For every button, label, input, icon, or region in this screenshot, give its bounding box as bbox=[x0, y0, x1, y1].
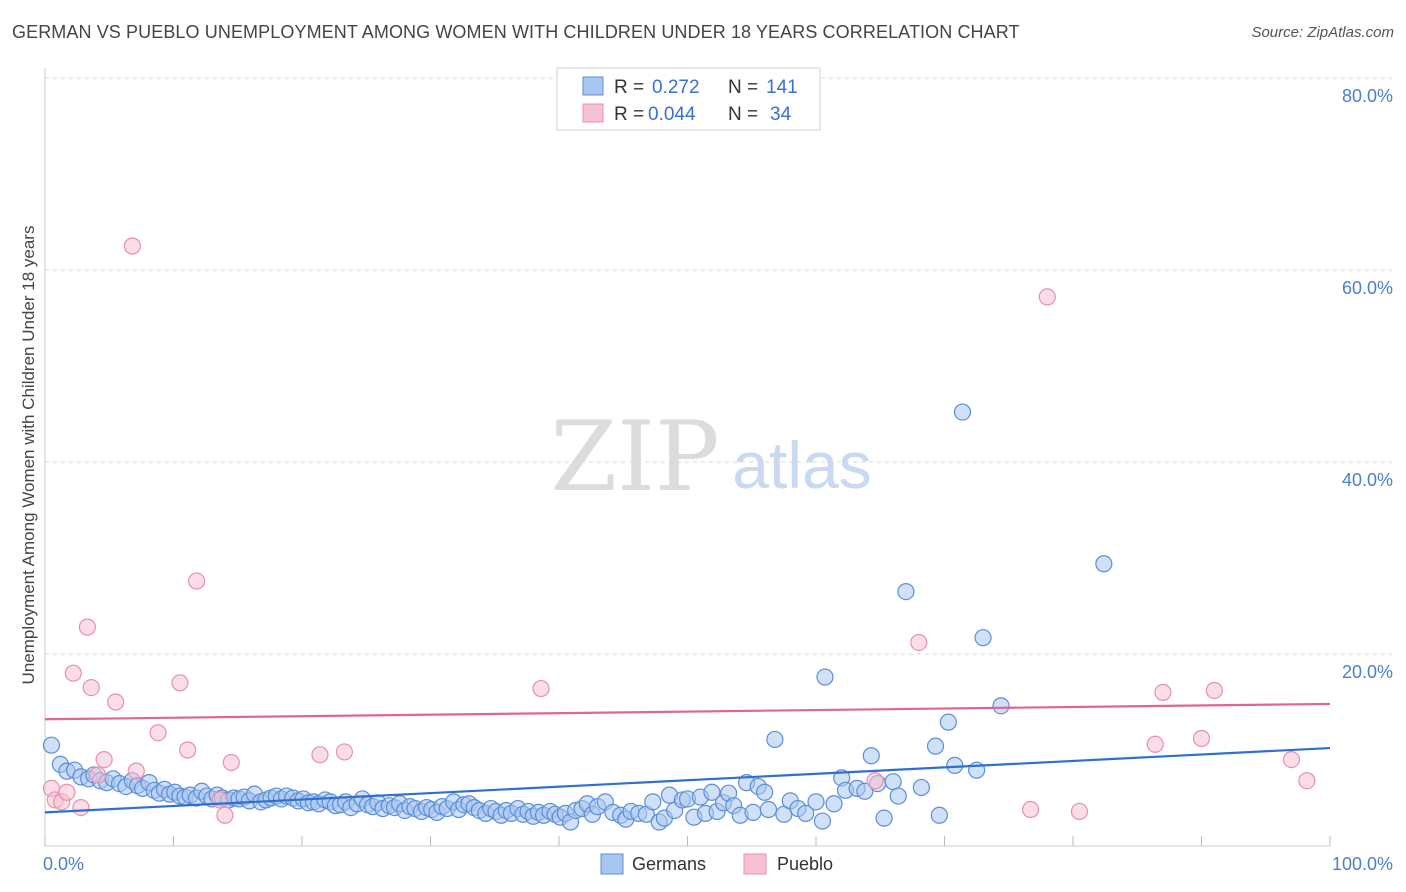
germans-point-144 bbox=[884, 773, 902, 791]
germans-point-117 bbox=[703, 783, 721, 801]
germans-point-154 bbox=[974, 629, 992, 647]
x-tick-label-0: 0.0% bbox=[43, 854, 84, 874]
x-tick-label-100: 100.0% bbox=[1332, 854, 1393, 874]
germans-point-133 bbox=[807, 793, 825, 811]
germans-point-152 bbox=[953, 403, 972, 421]
bottom-legend-label-germans: Germans bbox=[632, 854, 706, 874]
pueblo-point-33 bbox=[1298, 772, 1316, 790]
pueblo-point-25 bbox=[1021, 800, 1040, 819]
germans-point-150 bbox=[939, 713, 957, 731]
grid-layer bbox=[45, 77, 1392, 655]
legend-r-value-pueblo: 0.044 bbox=[648, 104, 696, 125]
germans-trend-line bbox=[44, 746, 1331, 814]
trend-layer bbox=[44, 702, 1331, 814]
germans-point-127 bbox=[759, 800, 778, 819]
pueblo-point-26 bbox=[1038, 288, 1056, 306]
pueblo-point-18 bbox=[216, 806, 234, 824]
pueblo-point-11 bbox=[123, 237, 141, 255]
y-tick-label-80: 80.0% bbox=[1342, 86, 1393, 106]
source-credit: Source: ZipAtlas.com bbox=[1251, 24, 1394, 41]
pueblo-point-32 bbox=[1282, 750, 1301, 769]
legend-r-label-germans: R = bbox=[614, 77, 644, 98]
germans-point-107 bbox=[644, 793, 662, 811]
germans-point-151 bbox=[946, 756, 964, 774]
pueblo-point-28 bbox=[1146, 735, 1164, 753]
germans-point-143 bbox=[875, 809, 893, 827]
germans-point-148 bbox=[926, 737, 945, 755]
watermark-zip: ZIP bbox=[550, 401, 719, 513]
bottom-legend-swatch-pueblo bbox=[743, 853, 767, 875]
pueblo-point-14 bbox=[171, 674, 189, 692]
bottom-legend-swatch-germans bbox=[600, 853, 624, 875]
y-axis-label: Unemployment Among Women with Children U… bbox=[19, 226, 38, 685]
germans-point-135 bbox=[816, 668, 834, 686]
pueblo-point-17 bbox=[211, 791, 229, 809]
y-tick-label-60: 60.0% bbox=[1342, 278, 1393, 298]
pueblo-point-20 bbox=[311, 746, 329, 764]
y-tick-label-40: 40.0% bbox=[1342, 470, 1393, 490]
pueblo-point-29 bbox=[1154, 683, 1172, 702]
germans-point-146 bbox=[897, 582, 915, 601]
chart-title: GERMAN VS PUEBLO UNEMPLOYMENT AMONG WOME… bbox=[12, 22, 1020, 42]
pueblo-point-8 bbox=[89, 766, 107, 784]
pueblo-point-7 bbox=[82, 678, 100, 697]
pueblo-point-27 bbox=[1070, 802, 1089, 821]
pueblo-point-9 bbox=[95, 750, 113, 769]
germans-point-145 bbox=[889, 787, 907, 805]
pueblo-point-19 bbox=[222, 753, 240, 772]
y-tick-label-20: 20.0% bbox=[1342, 662, 1393, 682]
germans-point-149 bbox=[930, 806, 948, 824]
bottom-legend: Germans Pueblo bbox=[600, 853, 833, 875]
legend-r-label-pueblo: R = bbox=[614, 104, 644, 125]
pueblo-point-10 bbox=[107, 693, 125, 711]
pueblo-point-24 bbox=[910, 633, 928, 652]
germans-point-126 bbox=[755, 783, 774, 801]
germans-point-128 bbox=[766, 730, 784, 749]
germans-point-136 bbox=[825, 795, 843, 813]
germans-point-155 bbox=[992, 697, 1010, 715]
legend-r-value-germans: 0.272 bbox=[652, 77, 700, 98]
pueblo-point-5 bbox=[72, 798, 90, 817]
bottom-legend-label-pueblo: Pueblo bbox=[777, 854, 833, 874]
pueblo-point-16 bbox=[188, 572, 206, 590]
germans-point-0 bbox=[42, 736, 61, 754]
pueblo-point-30 bbox=[1192, 729, 1211, 748]
watermark-atlas: atlas bbox=[732, 428, 871, 502]
germans-point-147 bbox=[912, 778, 930, 797]
pueblo-point-31 bbox=[1205, 681, 1223, 700]
legend-swatch-germans bbox=[582, 76, 604, 96]
pueblo-point-4 bbox=[64, 664, 82, 682]
legend-n-label-pueblo: N = bbox=[728, 104, 758, 125]
pueblo-trend-line bbox=[44, 702, 1331, 721]
germans-point-156 bbox=[1095, 555, 1113, 573]
pueblo-point-15 bbox=[179, 741, 197, 759]
tick-label-layer: 20.0% 40.0% 60.0% 80.0% 0.0% 100.0% bbox=[43, 86, 1393, 874]
axis-layer bbox=[44, 68, 1331, 847]
pueblo-point-21 bbox=[335, 743, 354, 761]
germans-point-140 bbox=[856, 782, 874, 800]
legend-n-value-pueblo: 34 bbox=[770, 104, 792, 125]
pueblo-point-22 bbox=[532, 679, 550, 698]
legend-n-label-germans: N = bbox=[728, 77, 758, 98]
germans-point-141 bbox=[862, 747, 880, 765]
pueblo-point-6 bbox=[78, 618, 97, 636]
pueblo-point-12 bbox=[127, 762, 145, 780]
germans-point-132 bbox=[797, 804, 815, 822]
pueblo-point-13 bbox=[149, 724, 167, 742]
legend-n-value-germans: 141 bbox=[766, 77, 798, 98]
points-layer bbox=[42, 237, 1316, 831]
legend-box: R = 0.272 N = 141 R = 0.044 N = 34 bbox=[556, 67, 821, 131]
germans-point-124 bbox=[744, 803, 762, 822]
pueblo-point-23 bbox=[866, 772, 884, 790]
pueblo-point-3 bbox=[58, 783, 76, 801]
legend-swatch-pueblo bbox=[582, 103, 604, 123]
germans-point-134 bbox=[813, 812, 832, 830]
